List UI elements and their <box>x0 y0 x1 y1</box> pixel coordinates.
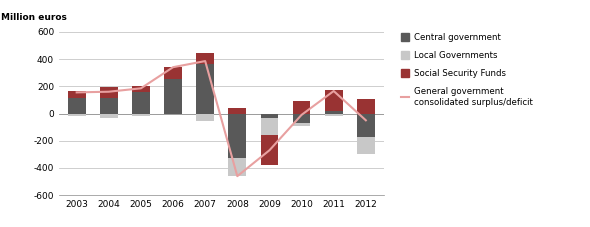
Bar <box>261 135 278 165</box>
Bar <box>357 137 375 154</box>
Bar <box>68 98 86 114</box>
Bar <box>132 86 150 92</box>
Bar <box>228 114 246 158</box>
Bar <box>228 108 246 114</box>
Bar <box>325 90 343 111</box>
Bar <box>261 114 278 118</box>
Bar <box>196 64 214 114</box>
Bar <box>293 114 310 123</box>
Bar <box>164 79 182 114</box>
Bar <box>164 67 182 79</box>
Bar <box>100 87 117 98</box>
Bar <box>261 118 278 135</box>
Bar <box>100 98 117 114</box>
Bar <box>196 53 214 64</box>
Legend: Central government, Local Governments, Social Security Funds, General government: Central government, Local Governments, S… <box>401 33 533 106</box>
Bar <box>325 111 343 114</box>
Bar <box>100 114 117 118</box>
Bar <box>357 114 375 137</box>
Bar <box>68 91 86 98</box>
Text: Million euros: Million euros <box>1 13 67 22</box>
Bar <box>293 101 310 114</box>
Bar <box>325 114 343 116</box>
Bar <box>228 158 246 176</box>
Bar <box>357 99 375 114</box>
Bar <box>196 114 214 121</box>
Bar <box>293 123 310 126</box>
Bar <box>132 114 150 116</box>
Bar <box>132 92 150 114</box>
Bar <box>68 114 86 116</box>
